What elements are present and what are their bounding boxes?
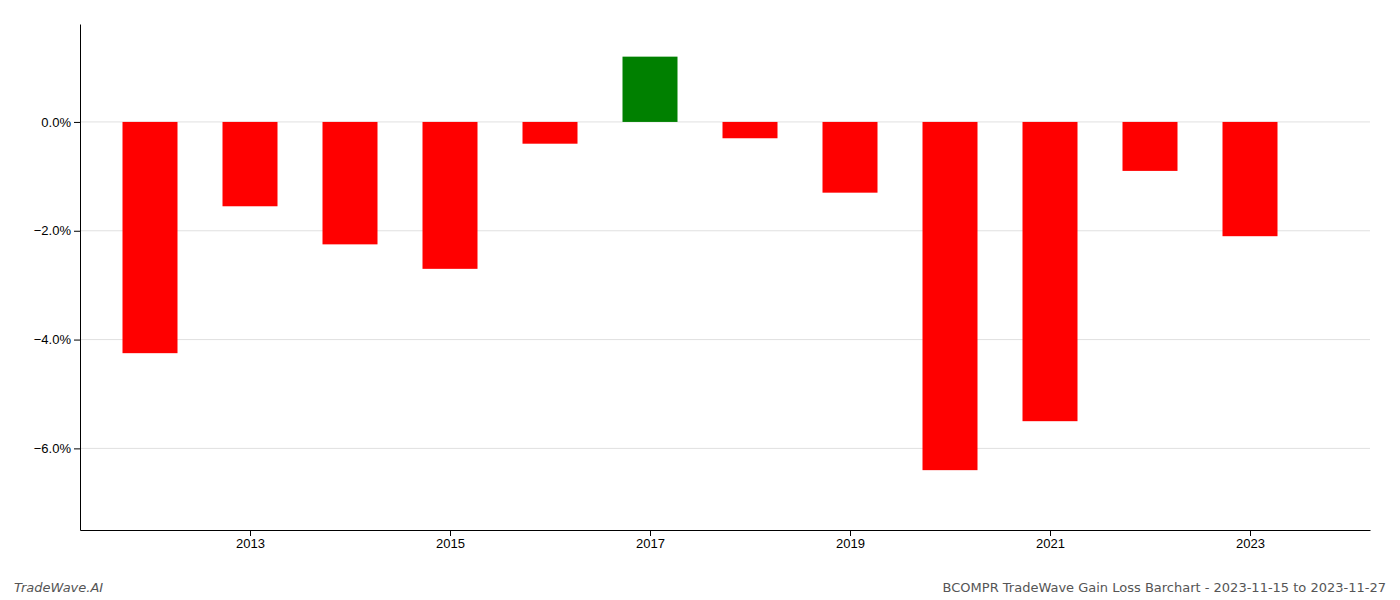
grid-line (80, 339, 1370, 340)
y-tick: −6.0% (34, 441, 80, 456)
x-tick-mark (650, 530, 651, 536)
bar (223, 122, 278, 206)
y-tick-label: −4.0% (34, 332, 72, 347)
x-tick-label: 2013 (236, 536, 265, 551)
bar (823, 122, 878, 193)
bar (1123, 122, 1178, 171)
x-axis-line (81, 530, 1371, 531)
y-tick-label: 0.0% (41, 115, 71, 130)
x-tick-mark (850, 530, 851, 536)
bar (523, 122, 578, 144)
y-tick-mark (74, 448, 80, 449)
x-tick-label: 2015 (436, 536, 465, 551)
x-tick-mark (250, 530, 251, 536)
x-tick: 2021 (1036, 530, 1065, 551)
bars (123, 57, 1278, 471)
bar (323, 122, 378, 244)
watermark: TradeWave.AI (14, 580, 103, 595)
y-tick-label: −2.0% (34, 223, 72, 238)
grid-line (80, 230, 1370, 231)
x-tick: 2017 (636, 530, 665, 551)
y-tick-mark (74, 340, 80, 341)
title: BCOMPR TradeWave Gain Loss Barchart - 20… (943, 580, 1386, 595)
x-tick-label: 2017 (636, 536, 665, 551)
chart: −6.0%−4.0%−2.0%0.0%201320152017201920212… (0, 0, 1400, 600)
x-axis: 2013 2015 2017 2019 2021 2023 (81, 530, 1371, 551)
x-tick-label: 2023 (1236, 536, 1265, 551)
bar (623, 57, 678, 122)
y-tick-mark (74, 231, 80, 232)
x-tick-mark (1250, 530, 1251, 536)
grid (80, 122, 1370, 448)
bar (923, 122, 978, 470)
grid-line (80, 448, 1370, 449)
bar (1223, 122, 1278, 236)
y-axis-line (80, 25, 81, 531)
x-tick-label: 2019 (836, 536, 865, 551)
y-tick-label: −6.0% (34, 441, 72, 456)
x-tick: 2013 (236, 530, 265, 551)
y-tick: −4.0% (34, 332, 80, 347)
x-tick: 2019 (836, 530, 865, 551)
bar (723, 122, 778, 138)
x-tick: 2023 (1236, 530, 1265, 551)
bar (123, 122, 178, 353)
bar (1023, 122, 1078, 421)
y-axis: −6.0% −4.0% −2.0% 0.0% (34, 25, 81, 531)
bar (423, 122, 478, 269)
x-tick-mark (1050, 530, 1051, 536)
y-tick: −2.0% (34, 223, 80, 238)
y-tick: 0.0% (41, 115, 80, 130)
plot: −6.0%−4.0%−2.0%0.0%201320152017201920212… (34, 25, 1371, 552)
x-tick-label: 2021 (1036, 536, 1065, 551)
x-tick-mark (450, 530, 451, 536)
x-tick: 2015 (436, 530, 465, 551)
y-tick-mark (74, 122, 80, 123)
